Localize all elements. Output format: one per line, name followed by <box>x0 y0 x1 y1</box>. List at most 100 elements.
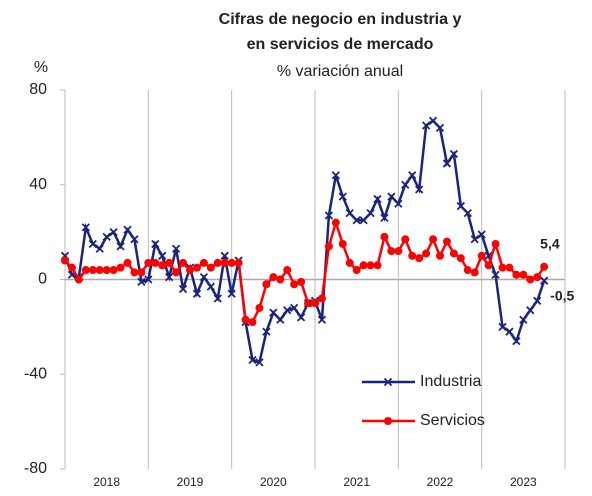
marker <box>151 239 160 249</box>
marker <box>158 261 167 270</box>
marker <box>296 313 306 322</box>
marker <box>234 258 243 267</box>
marker <box>415 254 424 263</box>
marker <box>540 276 549 285</box>
x-tick-label: 2023 <box>510 475 537 489</box>
legend-label: Industria <box>420 373 481 390</box>
marker <box>311 299 319 308</box>
marker <box>220 258 229 267</box>
marker <box>366 261 375 270</box>
marker <box>380 213 389 223</box>
marker <box>130 268 139 277</box>
marker <box>387 247 396 256</box>
marker <box>74 275 83 284</box>
marker <box>352 216 361 225</box>
marker <box>477 251 486 260</box>
marker <box>262 280 271 289</box>
x-tick-label: 2022 <box>427 475 454 489</box>
y-tick-label: -80 <box>24 460 47 477</box>
marker <box>505 327 514 336</box>
chart-title: en servicios de mercado <box>247 36 434 53</box>
marker <box>304 299 313 308</box>
marker <box>165 272 174 282</box>
marker <box>179 258 188 267</box>
legend-marker <box>383 377 393 387</box>
marker <box>116 263 125 272</box>
marker <box>88 266 97 275</box>
marker <box>102 232 111 241</box>
marker <box>158 251 167 260</box>
marker <box>463 209 472 218</box>
marker <box>345 209 354 218</box>
marker <box>484 261 493 270</box>
marker <box>338 192 347 201</box>
marker <box>165 258 174 267</box>
marker <box>178 284 188 294</box>
marker <box>109 227 118 237</box>
marker <box>95 266 104 275</box>
marker <box>206 263 215 272</box>
marker <box>408 251 417 260</box>
marker <box>171 244 181 253</box>
series-line <box>64 218 546 324</box>
marker <box>331 218 340 227</box>
marker <box>491 270 500 279</box>
marker <box>116 242 125 251</box>
marker <box>436 251 444 260</box>
marker <box>283 306 292 315</box>
marker <box>186 266 194 275</box>
end-label: 5,4 <box>540 235 560 251</box>
y-tick-label: -40 <box>24 365 47 382</box>
marker <box>255 358 264 367</box>
marker <box>227 258 236 267</box>
marker <box>192 263 201 272</box>
chart-title: Cifras de negocio en industria y <box>219 11 462 28</box>
marker <box>498 263 507 272</box>
marker <box>401 180 410 189</box>
y-tick-label: 40 <box>29 176 47 193</box>
marker <box>324 211 334 220</box>
marker <box>123 258 132 267</box>
marker <box>526 306 535 315</box>
marker <box>123 225 132 234</box>
x-tick-label: 2020 <box>260 475 287 489</box>
marker <box>144 258 153 267</box>
marker <box>213 258 222 267</box>
marker <box>144 275 153 284</box>
marker <box>290 303 299 313</box>
marker <box>449 249 458 258</box>
marker <box>380 232 389 241</box>
marker <box>442 237 451 246</box>
marker <box>81 223 90 232</box>
marker <box>359 216 368 225</box>
marker <box>366 209 375 218</box>
marker <box>151 258 160 267</box>
marker <box>428 116 438 125</box>
marker <box>540 262 549 271</box>
marker <box>88 239 97 249</box>
marker <box>67 263 76 272</box>
marker <box>130 235 139 244</box>
marker <box>415 185 424 194</box>
marker <box>435 123 445 133</box>
marker <box>192 289 202 298</box>
marker <box>199 258 208 267</box>
marker <box>241 315 250 324</box>
marker <box>477 230 486 239</box>
marker <box>206 282 215 291</box>
marker <box>470 235 479 244</box>
marker <box>408 171 417 180</box>
marker <box>248 318 257 327</box>
marker <box>498 322 507 332</box>
chart-subtitle: % variación anual <box>277 63 403 80</box>
marker <box>269 308 278 317</box>
marker <box>61 256 69 265</box>
marker <box>95 244 104 253</box>
marker <box>290 280 299 289</box>
marker <box>269 273 278 282</box>
marker <box>442 159 452 168</box>
marker <box>533 273 542 282</box>
marker <box>102 266 111 275</box>
marker <box>283 266 292 275</box>
